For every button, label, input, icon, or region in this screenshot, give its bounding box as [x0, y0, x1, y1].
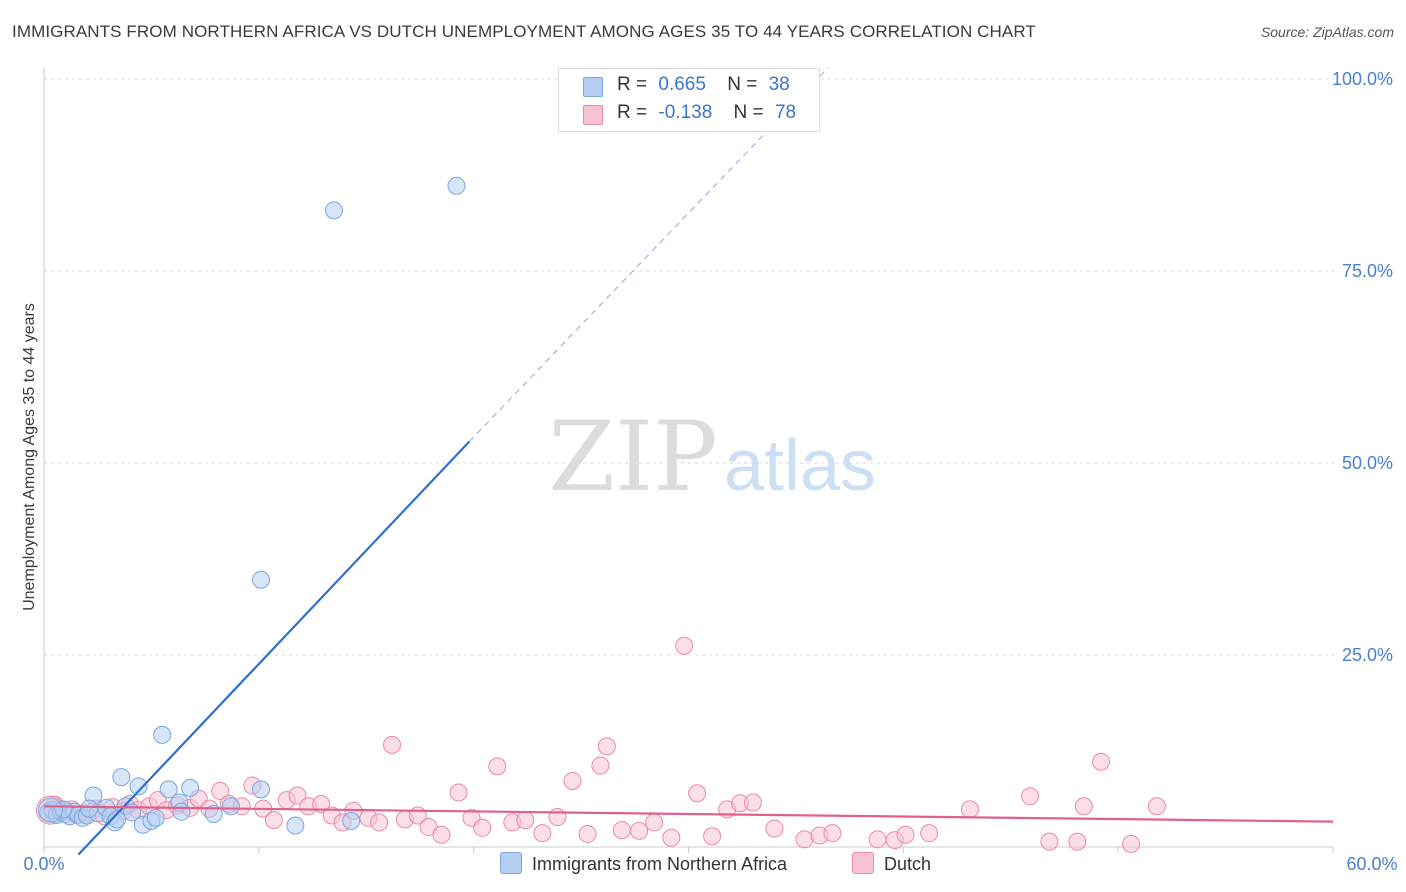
legend-item-immigrants[interactable]: Immigrants from Northern Africa — [500, 852, 787, 875]
dutch-points — [35, 636, 1166, 853]
immigrants-point — [251, 570, 270, 589]
legend-n-label: N = — [727, 74, 758, 95]
legend-n-value: 78 — [774, 102, 797, 123]
dutch-point — [516, 811, 535, 830]
watermark-zip: ZIP — [548, 401, 717, 513]
dutch-point — [533, 824, 552, 843]
dutch-point — [383, 735, 402, 754]
grid-lines — [44, 78, 1339, 656]
legend-label-dutch: Dutch — [884, 854, 932, 874]
immigrants-point — [112, 768, 131, 787]
legend-swatch-blue — [583, 77, 603, 97]
dutch-point — [823, 824, 842, 843]
y-tick-label: 75.0% — [1342, 261, 1393, 281]
dutch-point — [765, 819, 784, 838]
immigrants-point — [251, 780, 270, 799]
immigrants-point — [447, 176, 466, 195]
source-label: Source: ZipAtlas.com — [1260, 24, 1394, 40]
dutch-point — [920, 824, 939, 843]
x-tick-label: 60.0% — [1346, 854, 1397, 874]
dutch-point — [688, 784, 707, 803]
legend-r-value: -0.138 — [658, 102, 713, 123]
immigrants-point — [153, 725, 172, 744]
legend-n-value: 38 — [768, 74, 790, 95]
immigrants-point — [54, 800, 73, 819]
legend-n-label: N = — [733, 102, 764, 123]
dutch-point — [1091, 752, 1110, 771]
legend-swatch-immigrants — [500, 852, 522, 874]
y-tick-label: 100.0% — [1332, 69, 1393, 89]
dutch-point — [1074, 797, 1093, 816]
dutch-point — [1068, 832, 1087, 851]
dutch-point — [578, 824, 597, 843]
dutch-point — [449, 783, 468, 802]
immigrants-point — [159, 780, 178, 799]
dutch-point — [662, 828, 681, 847]
dutch-point — [312, 794, 331, 813]
legend-swatch-dutch — [852, 852, 874, 874]
dutch-point — [645, 813, 664, 832]
immigrants-point — [342, 811, 361, 830]
immigrants-point — [129, 777, 148, 796]
immigrants-point — [181, 778, 200, 797]
legend-r-value: 0.665 — [658, 74, 706, 95]
dutch-point — [1021, 787, 1040, 806]
legend-swatch-pink — [583, 105, 603, 125]
dutch-point — [473, 818, 492, 837]
immigrants-point — [172, 802, 191, 821]
dutch-point — [591, 756, 610, 775]
axes — [43, 68, 1334, 853]
dutch-point — [370, 813, 389, 832]
legend-r-label: R = — [617, 102, 648, 123]
dutch-point — [612, 821, 631, 840]
dutch-point — [1147, 797, 1166, 816]
dutch-point — [868, 830, 887, 849]
immigrants-point — [204, 804, 223, 823]
dutch-point — [1040, 832, 1059, 851]
y-tick-label: 50.0% — [1342, 453, 1393, 473]
dutch-point — [703, 827, 722, 846]
legend-r-label: R = — [617, 74, 648, 95]
dutch-point — [488, 757, 507, 776]
dutch-trend-line — [43, 805, 1334, 823]
dutch-point — [630, 821, 649, 840]
dutch-point — [211, 781, 230, 800]
dutch-point — [432, 825, 451, 844]
immigrants-points — [37, 176, 466, 835]
dutch-point — [264, 811, 283, 830]
correlation-legend: R = 0.665 N = 38 R = -0.138 N = 78 — [558, 68, 820, 132]
dutch-point — [896, 825, 915, 844]
immigrants-point — [221, 797, 240, 816]
immigrants-point — [80, 799, 99, 818]
dutch-point — [960, 800, 979, 819]
watermark: ZIP atlas — [548, 401, 876, 513]
dutch-point — [675, 636, 694, 655]
legend-label-immigrants: Immigrants from Northern Africa — [532, 854, 788, 874]
dutch-point — [548, 808, 567, 827]
dutch-point — [288, 786, 307, 805]
dutch-point — [563, 771, 582, 790]
chart-title: IMMIGRANTS FROM NORTHERN AFRICA VS DUTCH… — [12, 22, 1036, 41]
dutch-point — [597, 737, 616, 756]
dutch-point — [743, 793, 762, 812]
immigrants-point — [325, 201, 344, 220]
immigrants-trend-line — [77, 440, 471, 856]
dutch-point — [1122, 834, 1141, 853]
immigrants-point — [37, 797, 63, 823]
x-tick-label: 0.0% — [23, 854, 64, 874]
tick-labels: 25.0% 50.0% 75.0% 100.0% 0.0% 60.0% — [23, 69, 1397, 874]
immigrants-point — [286, 816, 305, 835]
watermark-atlas: atlas — [724, 426, 876, 506]
dutch-point — [795, 830, 814, 849]
y-tick-label: 25.0% — [1342, 645, 1393, 665]
immigrants-point — [108, 810, 127, 829]
immigrants-point — [146, 808, 165, 827]
legend-item-dutch[interactable]: Dutch — [852, 852, 931, 875]
